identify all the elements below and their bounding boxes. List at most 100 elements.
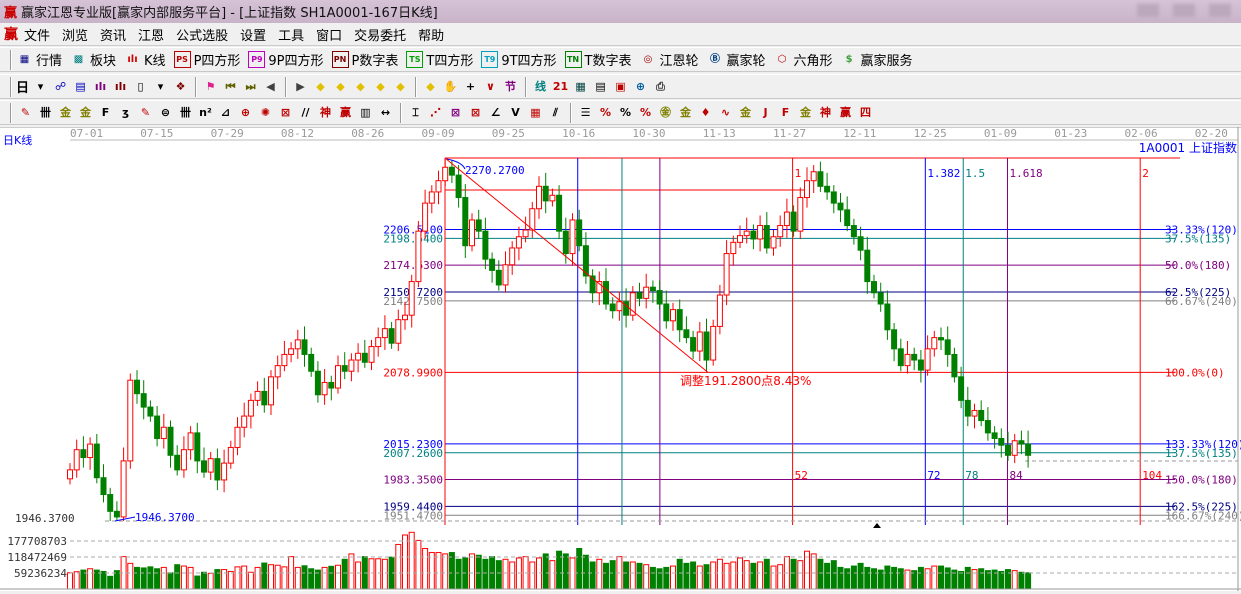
shen-fan-icon[interactable]: 神 <box>820 106 831 119</box>
gold-lines-icon[interactable]: 金 <box>60 106 71 119</box>
calendar-icon[interactable]: 21 <box>552 80 569 93</box>
period-selector[interactable]: 日 <box>16 81 30 96</box>
angle-icon[interactable]: ∠ <box>490 106 501 119</box>
menu-item[interactable]: 交易委托 <box>354 28 407 44</box>
menu-item[interactable]: 窗口 <box>316 28 343 44</box>
printer-icon[interactable]: ⎙ <box>656 80 665 93</box>
kline-chart[interactable]: 07-01 07-15 07-29 08-12 08-26 09-09 09-25 10-16… <box>0 126 1241 591</box>
box-lines-icon[interactable]: ⌶ <box>412 106 419 119</box>
zoom-v-icon[interactable]: ◆ <box>426 80 435 93</box>
fan-box-icon[interactable]: ⊠ <box>450 106 461 119</box>
first-icon[interactable]: ⏮ <box>225 80 236 93</box>
n2-lines-icon[interactable]: n² <box>199 106 212 119</box>
toolbar-button[interactable]: ▦ 行情 <box>16 50 62 69</box>
maximize-button[interactable] <box>1173 4 1195 17</box>
toolbar-button[interactable]: ılı K线 <box>124 50 165 69</box>
toolbar-button[interactable]: TN T数字表 <box>564 50 632 69</box>
ying-lines-icon[interactable]: 赢 <box>340 106 351 119</box>
menu-item[interactable]: 资讯 <box>100 28 127 44</box>
time-lines-icon[interactable]: 卌 <box>180 106 191 119</box>
crosshair-icon[interactable]: + <box>465 80 476 93</box>
toolbar-button[interactable]: PS P四方形 <box>173 50 240 69</box>
f-fan-icon[interactable]: F <box>781 106 790 119</box>
joint-icon[interactable]: 节 <box>505 80 517 93</box>
hand-icon[interactable]: ✋ <box>443 80 458 93</box>
bars3-icon[interactable]: ılı <box>94 80 107 93</box>
percent-icon[interactable]: % <box>619 106 632 119</box>
minimize-button[interactable] <box>1137 4 1159 17</box>
toolbar-button[interactable]: ▩ 板块 <box>70 50 116 69</box>
notes-icon[interactable]: ▤ <box>595 80 606 93</box>
gold-fan-icon[interactable]: 金 <box>800 106 811 119</box>
menu-item[interactable]: 浏览 <box>62 28 89 44</box>
fan-red-icon[interactable]: ⋰ <box>430 106 441 119</box>
zigzag-icon[interactable]: ∨ <box>486 80 495 93</box>
period-dropdown-icon[interactable]: ▾ <box>37 80 44 93</box>
si-fan-icon[interactable]: 四 <box>860 106 871 119</box>
toolbar-button[interactable]: $ 赢家服务 <box>841 50 913 69</box>
menu-item[interactable]: 江恩 <box>138 28 165 44</box>
wave-icon[interactable]: ∿ <box>720 106 731 119</box>
network-icon[interactable]: ⊕ <box>635 80 646 93</box>
toolbar-button[interactable]: Ⓑ 赢家轮 <box>707 50 766 69</box>
marker-icon[interactable]: ✎ <box>140 106 151 119</box>
measure-icon[interactable]: ↔ <box>380 106 391 119</box>
map-icon[interactable]: ❖ <box>175 80 186 93</box>
zoom-in-icon[interactable]: ◆ <box>376 80 385 93</box>
grid-icon[interactable]: ▦ <box>530 106 541 119</box>
radar-icon[interactable]: ✺ <box>260 106 271 119</box>
calculator-icon[interactable]: ▦ <box>575 80 586 93</box>
toolbar-button[interactable]: ⬡ 六角形 <box>774 50 833 69</box>
gold-bar-icon[interactable]: 金 <box>740 106 751 119</box>
zoom-h-icon[interactable]: ◆ <box>356 80 365 93</box>
slash-lines-icon[interactable]: // <box>301 106 310 119</box>
toolbar-button[interactable]: T9 9T四方形 <box>481 50 557 69</box>
ying-fan-icon[interactable]: 赢 <box>840 106 851 119</box>
gold-level-icon[interactable]: 金 <box>680 106 691 119</box>
bars9-icon[interactable]: ılı <box>114 80 127 93</box>
zoom-out-icon[interactable]: ◆ <box>396 80 405 93</box>
v-icon[interactable]: V <box>511 106 520 119</box>
menu-item[interactable]: 公式选股 <box>176 28 229 44</box>
candle-dropdown-icon[interactable]: ▾ <box>157 80 164 93</box>
level-lines-icon[interactable]: ☰ <box>580 106 591 119</box>
pen-icon[interactable]: ✎ <box>20 106 31 119</box>
menu-item[interactable]: 设置 <box>240 28 267 44</box>
clipboard-icon[interactable]: ▤ <box>75 80 86 93</box>
j-fan-icon[interactable]: J <box>763 106 768 119</box>
line-icon[interactable]: 线 <box>535 80 547 93</box>
flag-icon[interactable]: ⚑ <box>205 80 216 93</box>
target-icon[interactable]: ⊕ <box>240 106 251 119</box>
torch-icon[interactable]: ♦ <box>700 106 711 119</box>
next-icon[interactable]: ▶ <box>296 80 305 93</box>
menu-item[interactable]: 工具 <box>278 28 305 44</box>
square-target-icon[interactable]: ⊠ <box>280 106 291 119</box>
shift-right-icon[interactable]: ◆ <box>336 80 345 93</box>
vlines-icon[interactable]: 卌 <box>40 106 51 119</box>
gold-circle-icon[interactable]: ㊎ <box>660 106 671 119</box>
toolbar-button[interactable]: P9 9P四方形 <box>248 50 324 69</box>
shen-lines-icon[interactable]: 神 <box>320 106 331 119</box>
parallel-icon[interactable]: ⫽ <box>553 106 558 119</box>
ruler-icon[interactable]: ▥ <box>360 106 371 119</box>
triangle-lines-icon[interactable]: ⊿ <box>220 106 231 119</box>
toolbar-button[interactable]: ◎ 江恩轮 <box>640 50 699 69</box>
gold-lines2-icon[interactable]: 金 <box>80 106 91 119</box>
prev-icon[interactable]: ◀ <box>266 80 275 93</box>
spiral-icon[interactable]: ʒ <box>121 106 130 119</box>
close-button[interactable] <box>1209 4 1231 17</box>
menu-item[interactable]: 文件 <box>24 28 51 44</box>
circle-grid-icon[interactable]: ⊜ <box>160 106 171 119</box>
toolbar-button[interactable]: PN P数字表 <box>331 50 398 69</box>
menu-item[interactable]: 帮助 <box>418 28 445 44</box>
save-icon[interactable]: ▣ <box>615 80 626 93</box>
chart-pattern-icon[interactable]: ☍ <box>54 80 67 93</box>
percent-red-icon[interactable]: % <box>599 106 612 119</box>
candle-icon[interactable]: ▯ <box>137 80 144 93</box>
fan-box2-icon[interactable]: ⊠ <box>470 106 481 119</box>
percent-lines-icon[interactable]: % <box>639 106 652 119</box>
last-icon[interactable]: ⏭ <box>245 80 256 93</box>
toolbar-button[interactable]: TS T四方形 <box>406 50 473 69</box>
shift-left-icon[interactable]: ◆ <box>316 80 325 93</box>
f-lines-icon[interactable]: F <box>101 106 110 119</box>
